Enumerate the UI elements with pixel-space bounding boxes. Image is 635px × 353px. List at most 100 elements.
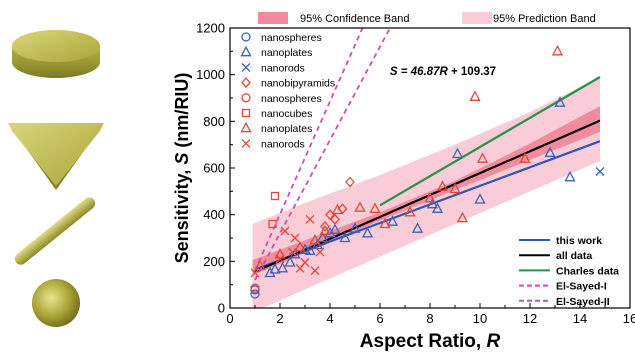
legend-95-prediction-band: 95% Prediction Band: [462, 12, 596, 25]
x-tick-label: 12: [523, 311, 537, 326]
y-tick-label: 0: [218, 301, 225, 316]
y-tick-label: 800: [203, 114, 225, 129]
point-nanorods: [295, 263, 305, 273]
legend-marker: [240, 121, 252, 133]
svg-text:nanobipyramids: nanobipyramids: [261, 78, 335, 90]
legend-charles-data: Charles data: [519, 265, 619, 277]
shape-rod: [14, 197, 96, 265]
legend-all-data: all data: [519, 250, 592, 262]
point-nanoplates: [274, 247, 286, 259]
point-nanorods: [290, 233, 300, 243]
point-nanobipyramids: [330, 213, 340, 225]
line-charles-data: [379, 76, 601, 207]
point-nanoplates: [349, 222, 361, 233]
legend-marker: [241, 108, 251, 118]
x-tick-label: 14: [573, 311, 587, 326]
point-nanoplates: [519, 152, 531, 163]
point-nanoplates: [254, 259, 266, 271]
legend-el-sayed-i: El-Sayed-I: [519, 281, 607, 293]
x-tick-label: 10: [473, 311, 487, 326]
point-nanobipyramids: [345, 176, 355, 188]
legend-nanobipyramids: nanobipyramids: [241, 77, 335, 90]
point-nanospheres: [250, 289, 260, 299]
point-nanoplates: [564, 170, 576, 182]
svg-text:El-Sayed-I: El-Sayed-I: [556, 281, 607, 293]
svg-text:this work: this work: [556, 235, 602, 247]
legend-marker: [241, 32, 251, 42]
point-nanoplates: [456, 211, 469, 223]
point-nanoplates: [469, 90, 481, 101]
scatter-chart: 0 2 4 6 8 10 12 14 16 0 200 400 600 800 1000 1200 95% C…: [172, 12, 635, 352]
y-tick-label: 200: [203, 254, 225, 269]
point-nanorods: [275, 254, 285, 264]
point-nanorods: [280, 226, 290, 236]
point-nanoplates: [369, 202, 381, 213]
point-nanoplates: [379, 217, 391, 229]
point-nanospheres: [250, 283, 260, 293]
x-tick-label: 8: [426, 311, 433, 326]
shape-sphere: [32, 279, 80, 327]
point-nanorods: [288, 247, 297, 257]
point-nanoplates: [404, 205, 416, 217]
shape-triangle-plate: [8, 123, 104, 190]
legend-nanoplates: nanoplates: [240, 45, 312, 59]
point-nanoplates: [339, 231, 351, 243]
point-nanocubes: [270, 191, 280, 201]
point-nanoplates: [264, 266, 276, 278]
legend-marker: [241, 62, 251, 72]
point-nanoplates: [451, 147, 464, 159]
point-nanoplates: [319, 224, 331, 236]
svg-text:El-Sayed-II: El-Sayed-II: [556, 296, 610, 308]
legend-marker: [241, 93, 251, 103]
point-nanoplates: [354, 201, 366, 212]
legend-el-sayed-ii: El-Sayed-II: [519, 296, 610, 308]
line-el-sayed-ii: [254, 28, 391, 281]
point-nanobipyramids: [320, 220, 330, 232]
y-tick-label: 1200: [196, 21, 225, 36]
legend-nanospheres: nanospheres: [241, 32, 322, 44]
svg-text:95% Prediction Band: 95% Prediction Band: [493, 13, 596, 25]
legend-this-work: this work: [519, 235, 602, 247]
point-nanoplates: [361, 226, 374, 238]
point-nanorods: [305, 214, 315, 224]
point-nanoplates: [329, 223, 341, 234]
x-tick-label: 2: [276, 311, 283, 326]
legend-marker: [241, 77, 251, 89]
svg-text:nanospheres: nanospheres: [261, 93, 322, 105]
point-nanoplates: [554, 96, 566, 107]
x-tick-label: 0: [226, 311, 233, 326]
legend-nanocubes: nanocubes: [241, 108, 312, 120]
svg-text:nanospheres: nanospheres: [261, 32, 322, 44]
svg-text:nanoplates: nanoplates: [261, 47, 312, 59]
svg-text:Charles data: Charles data: [556, 265, 619, 277]
line-all-data: [254, 119, 601, 273]
point-nanoplates: [289, 247, 301, 259]
svg-text:nanocubes: nanocubes: [261, 108, 312, 120]
point-nanoplates: [284, 256, 296, 267]
point-nanoplates: [476, 152, 489, 163]
y-tick-label: 600: [203, 161, 225, 176]
y-tick-label: 400: [203, 207, 225, 222]
svg-text:95% Confidence Band: 95% Confidence Band: [300, 13, 409, 25]
svg-text:all data: all data: [556, 250, 592, 262]
regression-equation: S = 46.87R + 109.37: [390, 66, 496, 78]
point-nanorods: [310, 266, 320, 276]
point-nanoplates: [309, 233, 321, 245]
shape-disk: [12, 30, 100, 78]
point-nanoplates: [269, 263, 281, 274]
svg-text:nanorods: nanorods: [261, 62, 305, 74]
svg-text:nanoplates: nanoplates: [261, 123, 312, 135]
point-nanorods: [315, 247, 325, 257]
95-prediction-band: [252, 77, 600, 308]
point-nanoplates: [411, 222, 424, 233]
y-tick-label: 1000: [196, 67, 225, 82]
point-nanoplates: [449, 182, 461, 194]
x-axis-label: Aspect Ratio, R: [360, 331, 501, 352]
legend-95-confidence-band: 95% Confidence Band: [258, 12, 409, 25]
point-nanoplates: [386, 215, 399, 226]
legend-marker: [240, 45, 252, 57]
legend-marker: [241, 138, 251, 148]
legend-nanoplates: nanoplates: [240, 121, 312, 135]
svg-text:nanorods: nanorods: [261, 138, 305, 150]
